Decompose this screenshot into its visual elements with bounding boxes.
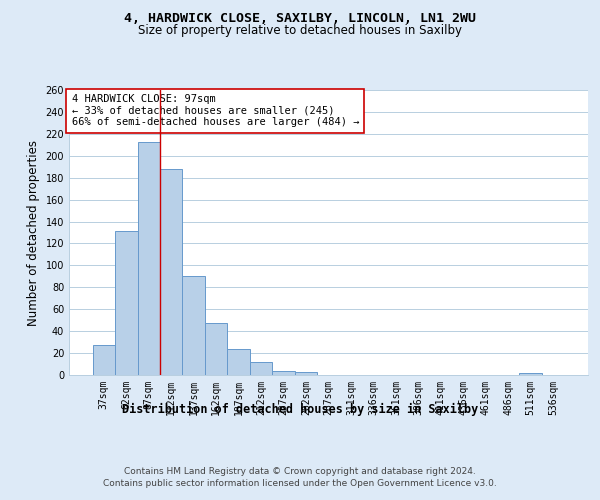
Bar xyxy=(272,370,295,375)
Text: Size of property relative to detached houses in Saxilby: Size of property relative to detached ho… xyxy=(138,24,462,37)
Bar xyxy=(520,373,542,375)
Text: Distribution of detached houses by size in Saxilby: Distribution of detached houses by size … xyxy=(122,402,478,415)
Text: 4, HARDWICK CLOSE, SAXILBY, LINCOLN, LN1 2WU: 4, HARDWICK CLOSE, SAXILBY, LINCOLN, LN1… xyxy=(124,12,476,26)
Bar xyxy=(182,276,205,375)
Bar xyxy=(160,169,182,375)
Bar xyxy=(115,232,137,375)
Text: Contains HM Land Registry data © Crown copyright and database right 2024.: Contains HM Land Registry data © Crown c… xyxy=(124,468,476,476)
Text: 4 HARDWICK CLOSE: 97sqm
← 33% of detached houses are smaller (245)
66% of semi-d: 4 HARDWICK CLOSE: 97sqm ← 33% of detache… xyxy=(71,94,359,128)
Bar xyxy=(295,372,317,375)
Y-axis label: Number of detached properties: Number of detached properties xyxy=(27,140,40,326)
Bar xyxy=(227,348,250,375)
Bar xyxy=(137,142,160,375)
Text: Contains public sector information licensed under the Open Government Licence v3: Contains public sector information licen… xyxy=(103,479,497,488)
Bar xyxy=(250,362,272,375)
Bar xyxy=(92,346,115,375)
Bar xyxy=(205,324,227,375)
